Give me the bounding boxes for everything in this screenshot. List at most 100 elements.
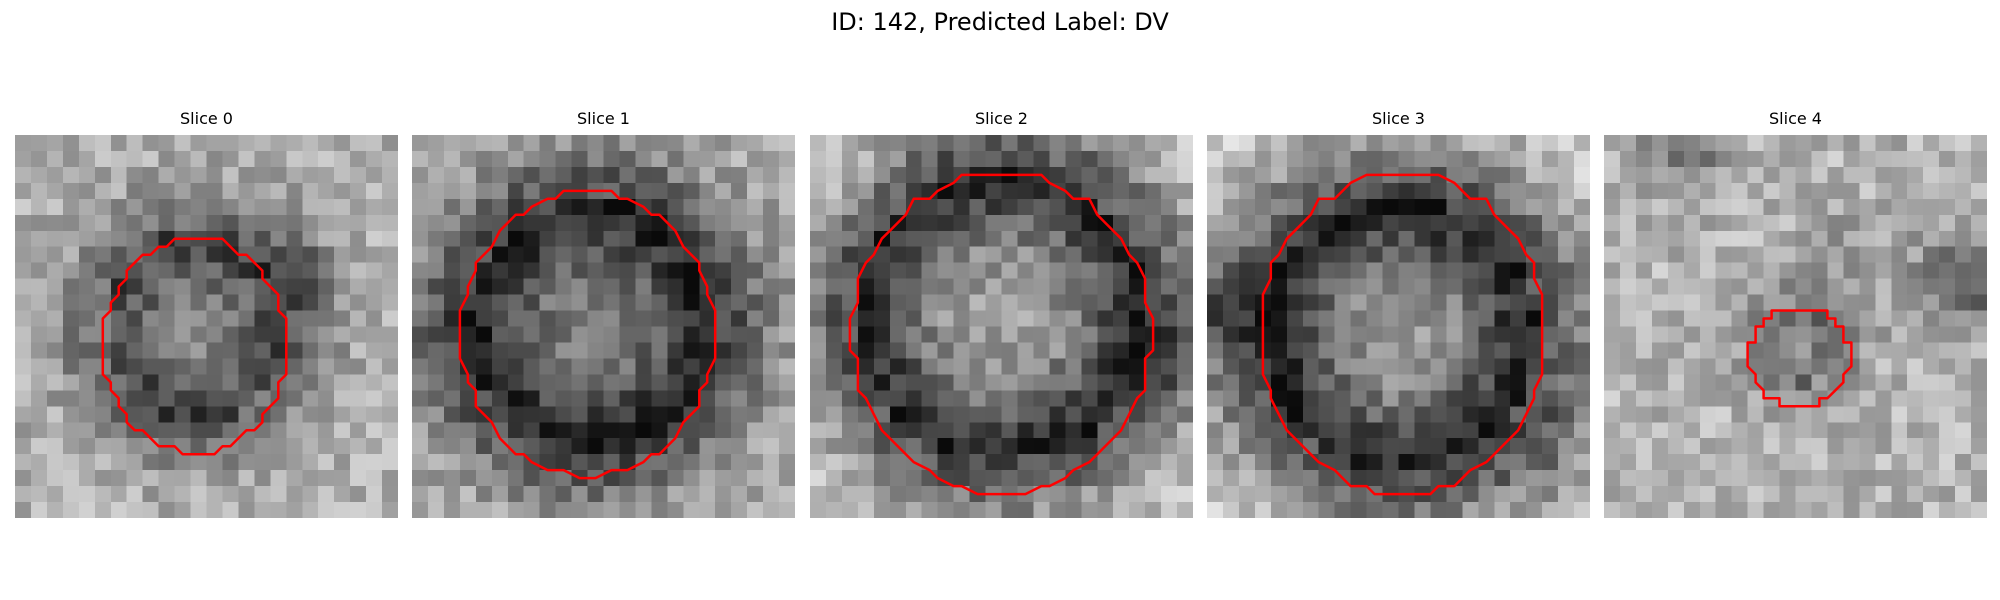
image-pixel	[1065, 295, 1082, 312]
image-pixel	[1510, 438, 1527, 455]
image-pixel	[763, 263, 780, 280]
image-pixel	[842, 486, 859, 503]
image-pixel	[651, 374, 668, 391]
image-pixel	[651, 215, 668, 232]
image-pixel	[270, 215, 287, 232]
image-pixel	[906, 167, 923, 184]
image-pixel	[1620, 135, 1637, 152]
image-pixel	[1604, 183, 1621, 200]
image-pixel	[1684, 263, 1701, 280]
image-pixel	[270, 151, 287, 168]
image-pixel	[667, 502, 684, 518]
image-pixel	[1351, 135, 1368, 152]
image-pixel	[1636, 486, 1653, 503]
image-pixel	[588, 151, 605, 168]
image-pixel	[175, 263, 192, 280]
image-pixel	[175, 358, 192, 375]
image-pixel	[1049, 215, 1066, 232]
image-pixel	[1430, 135, 1447, 152]
image-pixel	[1161, 263, 1178, 280]
image-pixel	[366, 311, 383, 328]
image-pixel	[986, 342, 1003, 359]
image-pixel	[1430, 199, 1447, 216]
image-pixel	[970, 279, 987, 296]
image-pixel	[604, 454, 621, 471]
image-pixel	[143, 231, 160, 248]
image-pixel	[143, 390, 160, 407]
image-pixel	[444, 311, 461, 328]
image-pixel	[111, 342, 128, 359]
image-pixel	[238, 311, 255, 328]
image-pixel	[731, 135, 748, 152]
image-pixel	[810, 167, 827, 184]
image-pixel	[1574, 358, 1590, 375]
image-pixel	[47, 454, 64, 471]
image-pixel	[1287, 263, 1304, 280]
image-pixel	[1319, 406, 1336, 423]
image-pixel	[1939, 279, 1956, 296]
image-pixel	[1843, 486, 1860, 503]
image-pixel	[1764, 342, 1781, 359]
image-pixel	[1859, 263, 1876, 280]
image-pixel	[1478, 311, 1495, 328]
image-pixel	[747, 342, 764, 359]
image-pixel	[1780, 311, 1797, 328]
image-pixel	[1319, 199, 1336, 216]
image-pixel	[1097, 390, 1114, 407]
image-pixel	[1827, 135, 1844, 152]
image-pixel	[1017, 231, 1034, 248]
image-pixel	[334, 215, 351, 232]
image-pixel	[1684, 327, 1701, 344]
image-pixel	[588, 247, 605, 264]
image-pixel	[460, 327, 477, 344]
image-pixel	[382, 342, 398, 359]
image-pixel	[1923, 327, 1940, 344]
image-pixel	[1399, 263, 1416, 280]
image-pixel	[1049, 167, 1066, 184]
image-pixel	[1684, 358, 1701, 375]
image-pixel	[1843, 438, 1860, 455]
image-pixel	[1161, 215, 1178, 232]
image-pixel	[1478, 406, 1495, 423]
image-pixel	[159, 167, 176, 184]
image-pixel	[826, 358, 843, 375]
image-pixel	[810, 486, 827, 503]
image-pixel	[1081, 470, 1098, 487]
image-pixel	[1907, 215, 1924, 232]
image-pixel	[731, 342, 748, 359]
image-pixel	[350, 438, 367, 455]
image-pixel	[222, 374, 239, 391]
image-pixel	[1207, 454, 1224, 471]
image-pixel	[1558, 454, 1575, 471]
image-pixel	[1604, 390, 1621, 407]
image-pixel	[1161, 151, 1178, 168]
image-pixel	[938, 279, 955, 296]
image-pixel	[1414, 135, 1431, 152]
image-pixel	[1955, 454, 1972, 471]
image-pixel	[350, 374, 367, 391]
image-pixel	[15, 183, 32, 200]
image-pixel	[1716, 374, 1733, 391]
image-pixel	[604, 406, 621, 423]
image-pixel	[1716, 247, 1733, 264]
image-pixel	[906, 422, 923, 439]
image-pixel	[1796, 390, 1813, 407]
image-pixel	[1748, 279, 1765, 296]
image-pixel	[31, 167, 48, 184]
image-pixel	[683, 183, 700, 200]
image-pixel	[1207, 247, 1224, 264]
image-pixel	[810, 231, 827, 248]
image-pixel	[1255, 438, 1272, 455]
image-pixel	[1383, 199, 1400, 216]
image-pixel	[699, 311, 716, 328]
image-pixel	[1446, 231, 1463, 248]
image-pixel	[747, 327, 764, 344]
image-pixel	[15, 199, 32, 216]
image-pixel	[874, 183, 891, 200]
image-pixel	[1620, 295, 1637, 312]
image-pixel	[1907, 263, 1924, 280]
image-pixel	[842, 422, 859, 439]
image-pixel	[1811, 247, 1828, 264]
image-pixel	[1414, 231, 1431, 248]
image-pixel	[731, 311, 748, 328]
